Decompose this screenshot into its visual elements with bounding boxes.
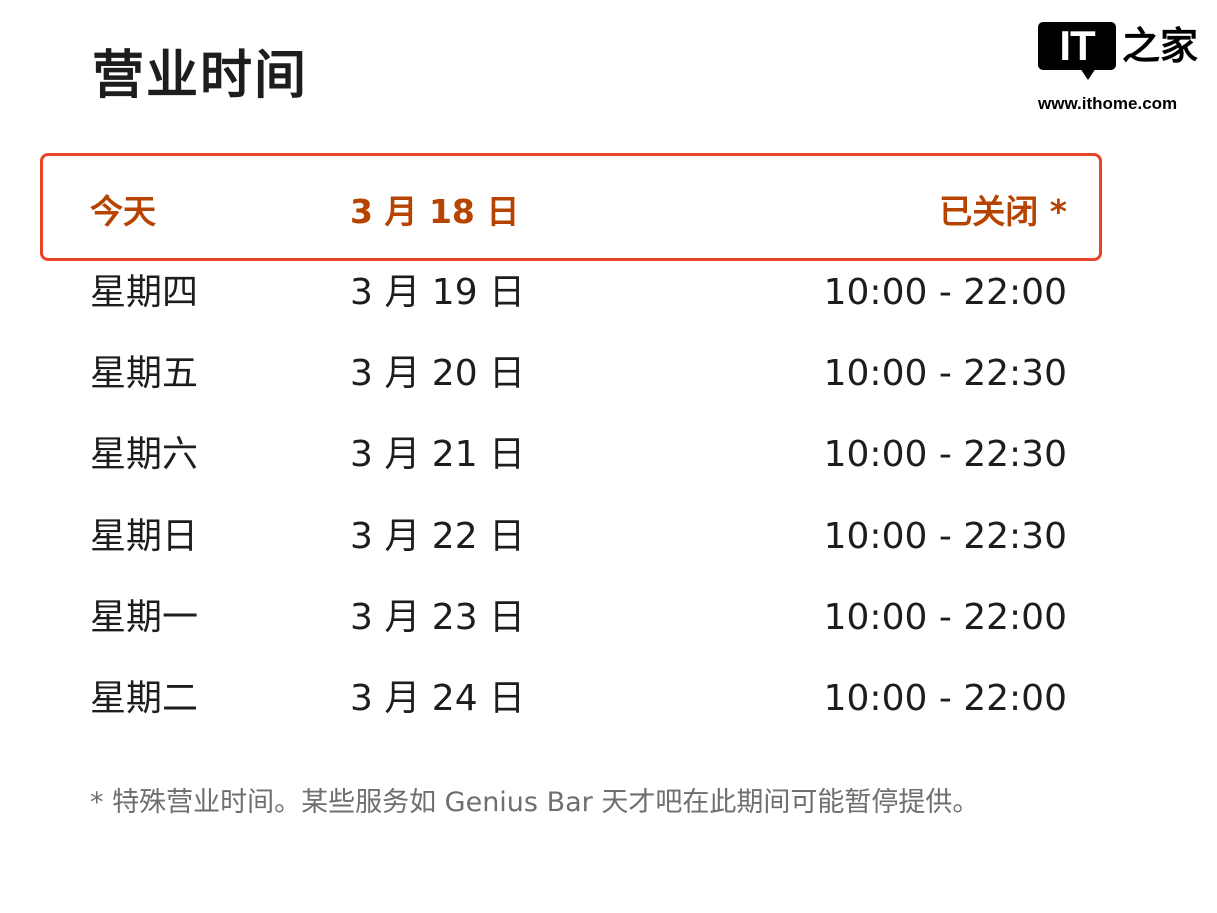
date-label: 3 月 19 日 — [350, 272, 526, 313]
date-label: 3 月 18 日 — [350, 192, 520, 231]
hours-label: 10:00 - 22:30 — [823, 353, 1067, 395]
day-label: 今天 — [90, 192, 156, 231]
date-label: 3 月 23 日 — [350, 596, 526, 638]
table-row: 星期二 3 月 24 日 10:00 - 22:00 — [0, 667, 1217, 731]
logo-url: www.ithome.com — [1038, 94, 1178, 113]
today-highlight-box — [40, 153, 1102, 261]
day-label: 星期二 — [90, 678, 199, 719]
hours-label: 10:00 - 22:30 — [823, 515, 1067, 557]
page-title: 营业时间 — [92, 46, 309, 106]
hours-label: 10:00 - 22:30 — [823, 434, 1067, 476]
day-label: 星期五 — [90, 353, 199, 395]
footnote: * 特殊营业时间。某些服务如 Genius Bar 天才吧在此期间可能暂停提供。 — [90, 787, 980, 818]
table-row: 星期四 3 月 19 日 10:00 - 22:00 — [0, 261, 1217, 325]
table-row: 星期六 3 月 21 日 10:00 - 22:30 — [0, 423, 1217, 487]
date-label: 3 月 24 日 — [350, 678, 526, 719]
date-label: 3 月 21 日 — [350, 434, 526, 476]
table-row: 星期五 3 月 20 日 10:00 - 22:30 — [0, 342, 1217, 406]
day-label: 星期四 — [90, 272, 199, 313]
logo-name: 之家 — [1122, 23, 1199, 68]
status-label: 已关闭 * — [939, 192, 1067, 231]
day-label: 星期六 — [90, 434, 199, 476]
date-label: 3 月 20 日 — [350, 353, 526, 395]
logo-speech-tail — [1080, 68, 1096, 80]
hours-label: 10:00 - 22:00 — [823, 272, 1067, 313]
hours-label: 10:00 - 22:00 — [823, 596, 1067, 638]
hours-label: 10:00 - 22:00 — [823, 678, 1067, 719]
date-label: 3 月 22 日 — [350, 515, 526, 557]
day-label: 星期一 — [90, 596, 199, 638]
logo-mark: IT — [1038, 22, 1116, 70]
day-label: 星期日 — [90, 515, 199, 557]
table-row: 星期一 3 月 23 日 10:00 - 22:00 — [0, 586, 1217, 650]
today-row: 今天 3 月 18 日 已关闭 * — [0, 180, 1217, 244]
table-row: 星期日 3 月 22 日 10:00 - 22:30 — [0, 505, 1217, 569]
ithome-logo: IT 之家 www.ithome.com — [1038, 22, 1213, 117]
